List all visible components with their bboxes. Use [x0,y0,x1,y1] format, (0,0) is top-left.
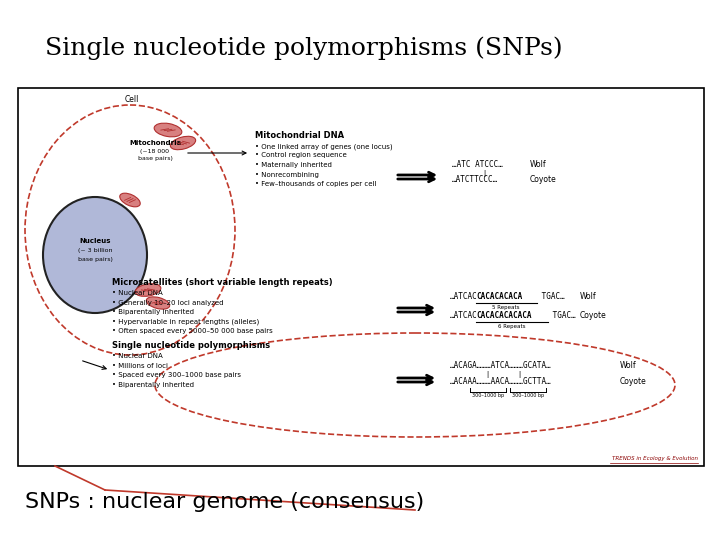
Text: Cell: Cell [125,95,139,104]
Text: • Biparentally inherited: • Biparentally inherited [112,309,194,315]
Text: Wolf: Wolf [580,292,597,301]
Text: • Hypervariable in repeat lengths (alleles): • Hypervariable in repeat lengths (allel… [112,319,259,325]
Text: 5 Repeats: 5 Repeats [492,305,520,310]
Text: |: | [482,170,486,177]
Text: • Biparentally inherited: • Biparentally inherited [112,381,194,388]
Text: …ATC ATCCC…: …ATC ATCCC… [452,160,503,169]
Text: Single nucleotide polymorphisms: Single nucleotide polymorphisms [112,341,270,350]
Text: Mitochondria: Mitochondria [129,140,181,146]
Text: (~ 3 billion: (~ 3 billion [78,248,112,253]
Text: • Maternally inherited: • Maternally inherited [255,162,332,168]
Text: base pairs): base pairs) [138,156,172,161]
Ellipse shape [43,197,147,313]
Text: TGAC…: TGAC… [548,311,576,320]
Text: • Nonrecombining: • Nonrecombining [255,172,319,178]
Text: • Often spaced every 5000–50 000 base pairs: • Often spaced every 5000–50 000 base pa… [112,328,273,334]
Text: CACACACACA: CACACACACA [476,292,522,301]
Text: Wolf: Wolf [530,160,546,169]
Text: TGAC…: TGAC… [537,292,564,301]
Text: …ATCAC: …ATCAC [450,292,478,301]
Text: TRENDS in Ecology & Evolution: TRENDS in Ecology & Evolution [612,456,698,461]
Text: |: | [485,371,489,378]
Ellipse shape [135,284,161,296]
Text: 6 Repeats: 6 Repeats [498,324,526,329]
Text: Coyote: Coyote [530,175,557,184]
Text: Wolf: Wolf [620,361,636,370]
Text: (~18 000: (~18 000 [140,149,169,154]
Text: CACACACACACA: CACACACACACA [476,311,531,320]
Text: Mitochondrial DNA: Mitochondrial DNA [255,131,344,140]
Ellipse shape [146,297,170,309]
Text: Microsatellites (short variable length repeats): Microsatellites (short variable length r… [112,278,333,287]
Text: Single nucleotide polymorphisms (SNPs): Single nucleotide polymorphisms (SNPs) [45,36,562,60]
Text: Nucleus: Nucleus [79,238,111,244]
Text: …ATCTTCCC…: …ATCTTCCC… [452,175,498,184]
Text: Coyote: Coyote [580,311,607,320]
Text: • Spaced every 300–1000 base pairs: • Spaced every 300–1000 base pairs [112,372,241,378]
Text: • Generally 10–20 loci analyzed: • Generally 10–20 loci analyzed [112,300,223,306]
Text: • One linked array of genes (one locus): • One linked array of genes (one locus) [255,143,392,150]
Text: base pairs): base pairs) [78,257,112,262]
Text: Coyote: Coyote [620,377,647,386]
Text: …ATCAC: …ATCAC [450,311,478,320]
Text: |: | [517,371,521,378]
Ellipse shape [120,193,140,207]
Text: • Nuclear DNA: • Nuclear DNA [112,353,163,359]
Text: …ACAGA………ATCA………GCATA…: …ACAGA………ATCA………GCATA… [450,361,552,370]
Ellipse shape [154,123,182,137]
Ellipse shape [171,136,196,150]
Text: • Control region sequence: • Control region sequence [255,152,347,159]
Text: 300–1000 bp: 300–1000 bp [472,393,504,398]
Text: SNPs : nuclear genome (consensus): SNPs : nuclear genome (consensus) [25,492,424,512]
Text: 300–1000 bp: 300–1000 bp [512,393,544,398]
Text: …ACAAA………AACA………GCTTA…: …ACAAA………AACA………GCTTA… [450,377,552,386]
Text: • Millions of loci: • Millions of loci [112,362,168,368]
Bar [18,88,704,466]
Text: • Nuclear DNA: • Nuclear DNA [112,290,163,296]
Text: • Few–thousands of copies per cell: • Few–thousands of copies per cell [255,181,377,187]
